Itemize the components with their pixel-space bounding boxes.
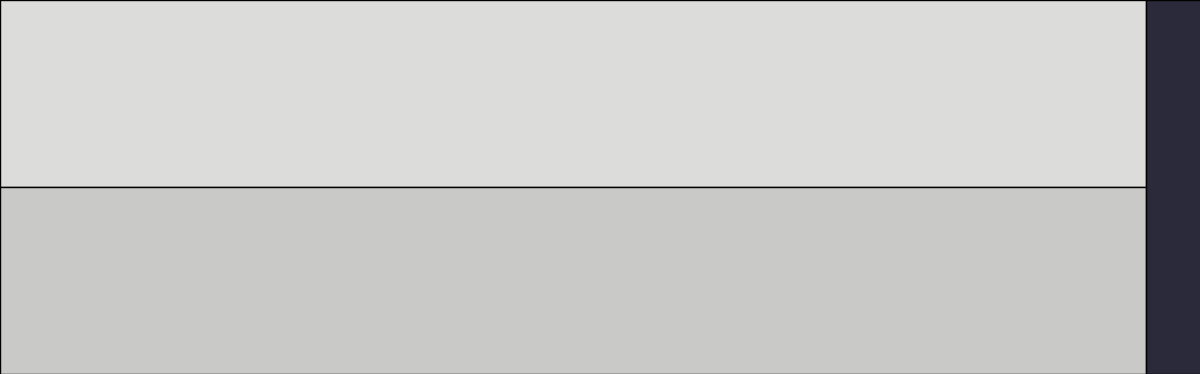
FancyBboxPatch shape [558, 279, 620, 322]
Text: 👋: 👋 [302, 331, 310, 344]
Text: ...: ... [575, 188, 583, 197]
Text: ).: ). [624, 279, 634, 292]
Text: Click the icon to view a histogram of the data.: Click the icon to view a histogram of th… [44, 146, 361, 160]
Text: ,: , [546, 279, 551, 292]
Text: c) Explain the meaning of the interval. Choose the correct answer below.: c) Explain the meaning of the interval. … [14, 363, 515, 374]
Text: The 90% confidence interval for the mean body temperature is (: The 90% confidence interval for the mean… [14, 279, 457, 292]
Text: (Round to two decimal places as needed.): (Round to two decimal places as needed.) [14, 324, 302, 337]
FancyBboxPatch shape [22, 113, 29, 136]
Text: A reasearcher measured the body temperatures of a randomly selected group of adu: A reasearcher measured the body temperat… [14, 13, 967, 27]
FancyBboxPatch shape [480, 279, 542, 322]
Text: b) Find a 90% confidence interval for the mean body temperature.: b) Find a 90% confidence interval for th… [14, 224, 470, 238]
Text: Click the icon to view the summary statistics.: Click the icon to view the summary stati… [44, 89, 356, 103]
FancyBboxPatch shape [14, 113, 22, 136]
Text: accompanying tables. Estimate the average (or "normal") temperature among the ad: accompanying tables. Estimate the averag… [14, 50, 943, 64]
FancyBboxPatch shape [22, 89, 29, 112]
FancyBboxPatch shape [14, 89, 22, 112]
FancyBboxPatch shape [30, 89, 37, 112]
FancyBboxPatch shape [540, 174, 618, 211]
FancyBboxPatch shape [30, 113, 37, 136]
